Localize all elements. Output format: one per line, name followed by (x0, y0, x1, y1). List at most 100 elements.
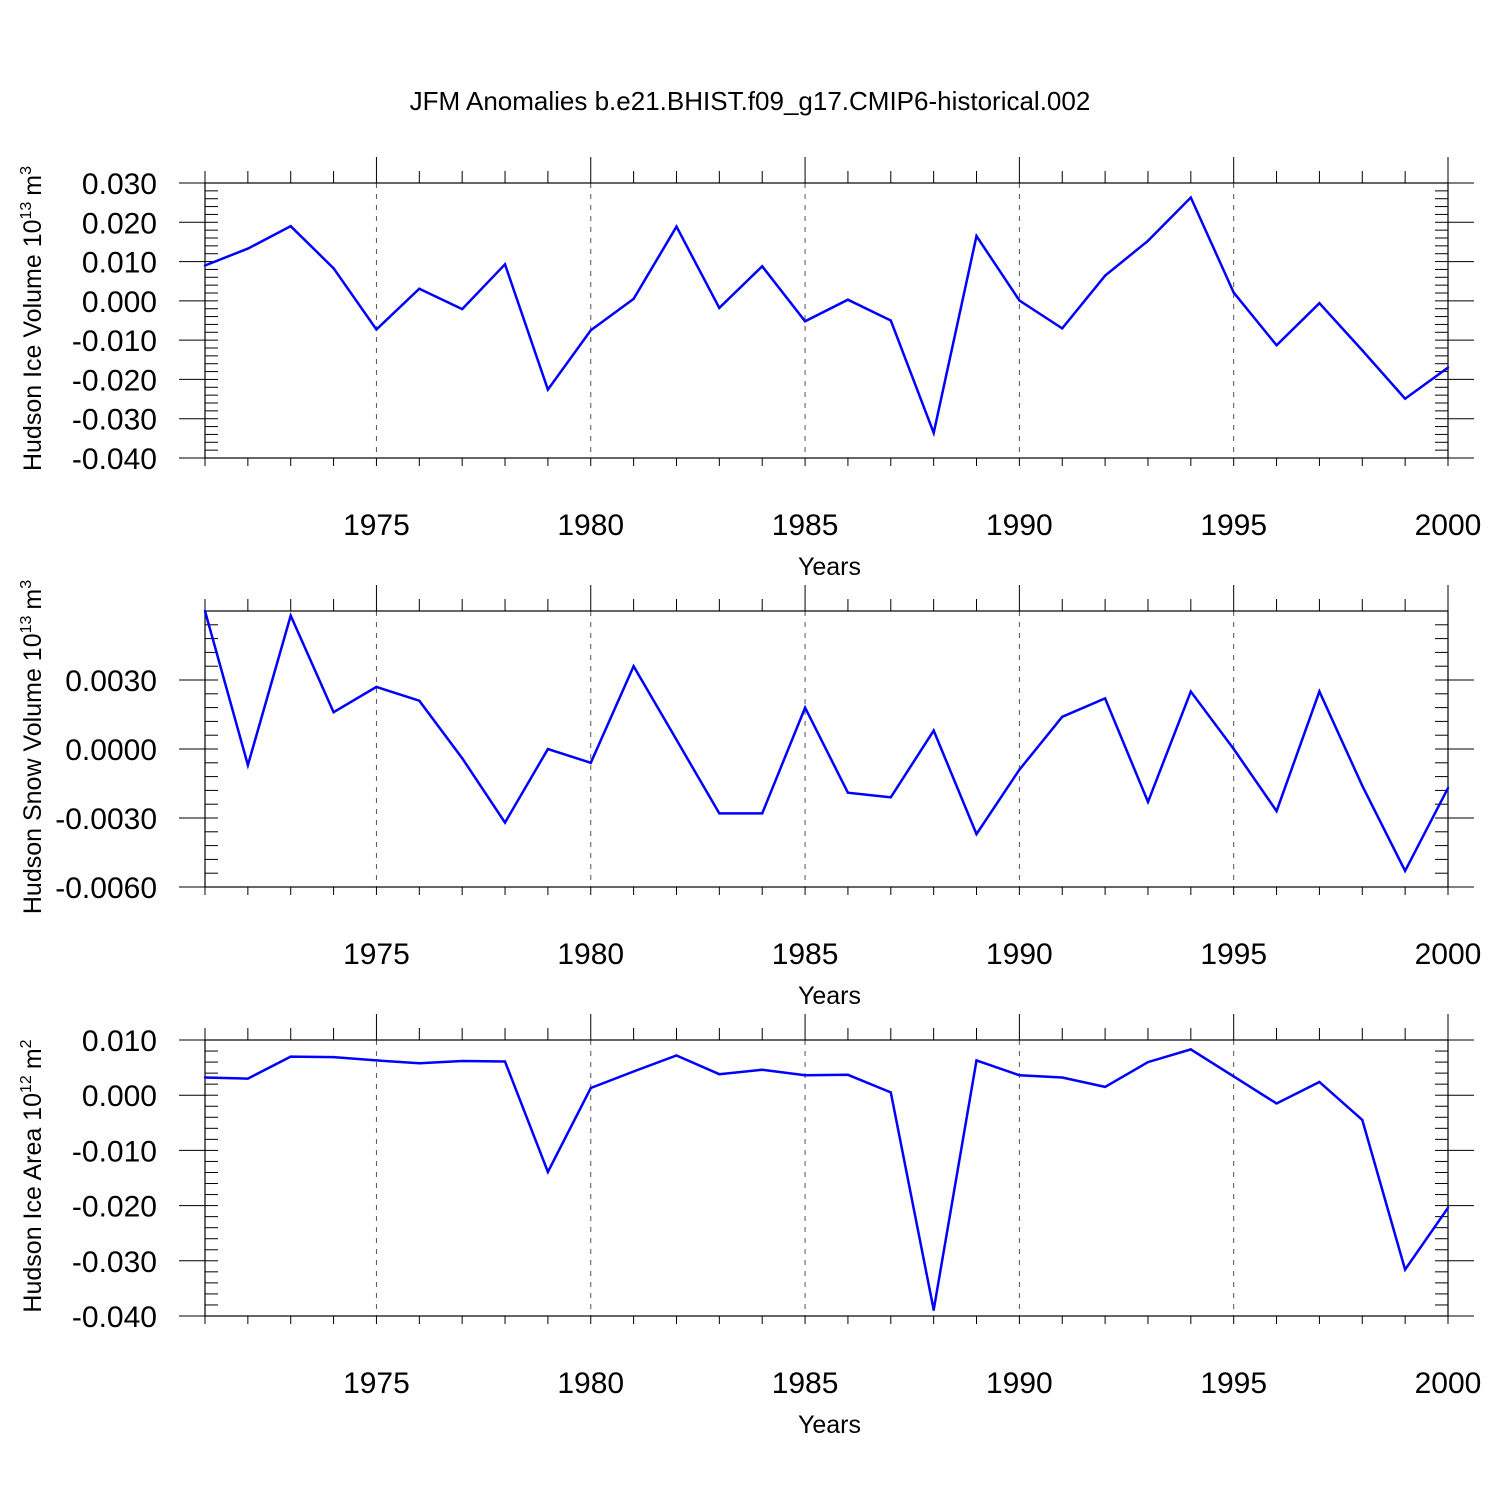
x-tick-label: 1980 (557, 1367, 624, 1400)
chart-title: JFM Anomalies b.e21.BHIST.f09_g17.CMIP6-… (410, 86, 1091, 116)
data-point (503, 821, 507, 824)
data-point (1361, 349, 1364, 352)
data-point (589, 761, 592, 764)
y-tick-label: -0.0060 (55, 872, 157, 905)
x-tick-label: 1980 (557, 938, 624, 971)
y-tick-label: -0.040 (72, 443, 157, 476)
data-point (1446, 786, 1450, 790)
data-point (375, 1059, 378, 1062)
data-point (203, 609, 207, 613)
data-point (1103, 697, 1107, 700)
data-point (632, 297, 635, 301)
data-point (332, 267, 335, 270)
x-tick-label: 1995 (1200, 1367, 1267, 1400)
y-axis-label-unit-exponent: 2 (18, 1039, 35, 1048)
y-tick-label: 0.030 (82, 168, 157, 201)
data-point (1103, 1085, 1107, 1089)
panel-2: -0.0060 -0.0030 0.0000 0.0030 1975 1980 1985 19… (18, 580, 1481, 1010)
data-point (289, 614, 292, 617)
x-axis-label: Years (798, 982, 861, 1010)
y-tick-label: 0.0000 (65, 734, 157, 767)
data-point (418, 699, 421, 702)
data-point (975, 1059, 978, 1062)
y-axis-label-unit: m (19, 175, 47, 196)
x-tick-label: 1990 (986, 938, 1053, 971)
data-point (1146, 239, 1150, 242)
y-tick-label: -0.0030 (55, 803, 157, 836)
y-tick-label: -0.010 (72, 1135, 157, 1168)
data-point (375, 685, 378, 689)
data-point (718, 1073, 721, 1076)
data-point (1189, 690, 1193, 693)
y-axis-label-unit-exponent: 3 (18, 166, 35, 175)
data-point (1232, 747, 1235, 751)
chart-panels: -0.040 -0.030 -0.020 -0.010 0.000 0.010 0.020 0… (18, 157, 1481, 1439)
plot-frame (204, 182, 1449, 459)
data-point (460, 757, 464, 760)
series-line (204, 1048, 1450, 1311)
data-point (289, 1055, 292, 1058)
data-point (1318, 302, 1321, 305)
data-point (846, 298, 850, 301)
y-tick-label: -0.030 (72, 404, 157, 437)
data-point (932, 431, 935, 435)
data-point (332, 1055, 335, 1059)
data-point (503, 263, 507, 266)
data-point (1446, 1206, 1450, 1210)
data-point (889, 1091, 892, 1094)
data-point (460, 307, 464, 311)
data-point (1018, 299, 1021, 302)
data-point (289, 225, 292, 228)
data-point (761, 265, 764, 268)
x-tick-label: 1990 (986, 1367, 1053, 1400)
data-point (1361, 1118, 1364, 1122)
data-point (761, 1068, 764, 1072)
data-point (1318, 690, 1321, 693)
data-point (1446, 366, 1450, 369)
data-point (632, 1070, 635, 1073)
data-point (846, 791, 850, 794)
y-axis-label-unit-exponent: 3 (18, 580, 35, 589)
y-axis-label-exponent: 12 (18, 1075, 35, 1093)
data-point (761, 812, 764, 815)
data-point (846, 1073, 850, 1076)
y-tick-label: 0.010 (82, 247, 157, 280)
x-axis-label: Years (798, 553, 861, 581)
y-axis-label-unit: m (19, 1048, 47, 1069)
data-point (1018, 768, 1021, 771)
x-axis-label: Years (798, 1411, 861, 1439)
data-point (1232, 291, 1235, 294)
data-point (1275, 344, 1278, 347)
y-tick-label: -0.040 (72, 1301, 157, 1334)
data-point (975, 234, 978, 238)
data-point (675, 1054, 678, 1057)
x-tick-label: 1985 (772, 938, 839, 971)
data-point (803, 1074, 807, 1077)
x-tick-label: 1975 (343, 938, 410, 971)
data-point (1232, 1075, 1235, 1078)
y-axis-label: Hudson Ice Volume 1013 m3 (18, 166, 47, 471)
data-point (1403, 1268, 1407, 1271)
data-point (1018, 1074, 1021, 1077)
x-tick-label: 1985 (772, 1367, 839, 1400)
data-point (1061, 327, 1064, 330)
x-tick-label: 1980 (557, 509, 624, 542)
data-point (1103, 274, 1107, 277)
y-tick-label: -0.020 (72, 1191, 157, 1224)
data-point (246, 247, 250, 250)
x-tick-label: 2000 (1415, 938, 1482, 971)
data-point (675, 225, 678, 228)
series-line (204, 195, 1449, 438)
data-point (460, 1059, 464, 1063)
data-point (1146, 1060, 1150, 1064)
data-point (418, 1061, 421, 1065)
data-point (932, 1308, 935, 1312)
x-tick-label: 1995 (1200, 509, 1267, 542)
y-axis-label-text: Hudson Ice Area 10 (19, 1093, 47, 1313)
data-point (503, 1060, 507, 1063)
data-point (1189, 196, 1193, 199)
data-point (803, 320, 807, 323)
data-point (1146, 800, 1150, 804)
data-point (1361, 784, 1364, 787)
